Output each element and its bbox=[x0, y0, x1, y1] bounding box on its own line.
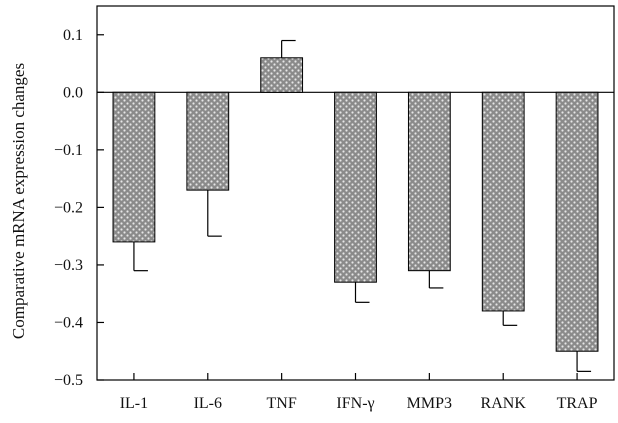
x-tick-label: TRAP bbox=[557, 395, 598, 412]
y-tick-label: −0.5 bbox=[54, 372, 83, 389]
y-tick-label: 0.1 bbox=[63, 27, 83, 44]
x-tick-label: IL-6 bbox=[194, 395, 222, 412]
x-tick-label: IFN-γ bbox=[336, 395, 374, 412]
bar bbox=[481, 91, 525, 312]
bar bbox=[334, 91, 377, 283]
x-tick-label: IL-1 bbox=[120, 395, 148, 412]
x-tick-label: RANK bbox=[481, 395, 527, 412]
y-tick-label: −0.1 bbox=[54, 142, 83, 159]
y-tick-label: −0.3 bbox=[54, 257, 83, 274]
y-tick-label: 0.0 bbox=[63, 84, 83, 101]
bar bbox=[260, 57, 304, 93]
bar bbox=[186, 91, 230, 191]
x-tick-label: TNF bbox=[267, 395, 297, 412]
y-tick-label: −0.2 bbox=[54, 199, 83, 216]
y-axis-label: Comparative mRNA expression changes bbox=[9, 63, 28, 339]
bar bbox=[112, 91, 156, 243]
bar bbox=[407, 91, 451, 272]
x-tick-label: MMP3 bbox=[407, 395, 452, 412]
plot-area: −0.5 −0.4 −0.3 −0.2 −0.1 0.0 0.1 IL-1 IL-6 TNF IFN… bbox=[54, 5, 615, 412]
bar bbox=[555, 91, 599, 352]
y-tick-label: −0.4 bbox=[54, 314, 83, 331]
